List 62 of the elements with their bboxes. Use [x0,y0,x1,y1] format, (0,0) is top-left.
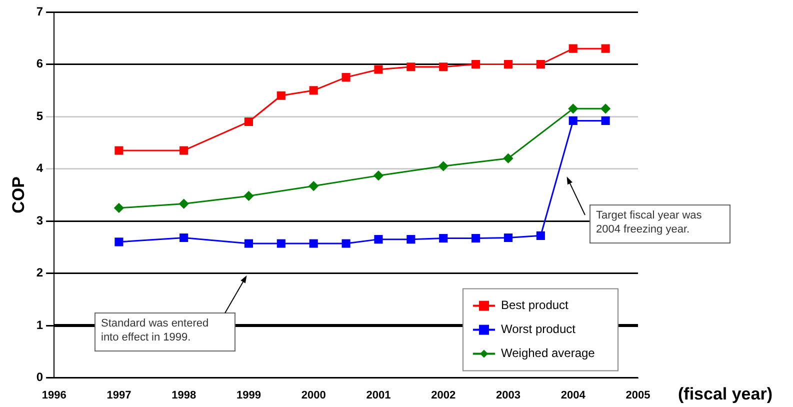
x-tick-label: 2004 [560,389,586,402]
y-tick-label: 0 [36,370,44,384]
point [439,62,448,72]
point [472,234,480,243]
point [374,235,383,244]
point [276,239,286,248]
point [180,146,188,155]
point [536,231,545,240]
point [374,65,383,74]
point [601,44,610,53]
y-tick-label: 3 [36,213,44,228]
point [342,239,350,248]
y-tick-label: 5 [36,108,44,123]
point [568,116,578,125]
x-tick-label: 1997 [106,389,132,402]
point [438,161,448,171]
point [536,60,545,69]
point [309,239,318,248]
point [180,233,188,242]
point [374,170,384,180]
y-tick-label: 7 [36,4,44,18]
point [244,117,253,126]
x-axis-title: (fiscal year) [678,384,772,404]
point [179,199,189,209]
point [568,104,578,114]
y-tick-label: 2 [36,266,44,280]
point [244,239,253,248]
annotation: Target fiscal year was 2004 freezing year. [596,210,702,236]
x-tick-label: 2001 [366,389,391,402]
y-axis-title: COP [8,176,28,214]
legend-label: Best product [501,298,570,312]
x-tick-label: 2005 [626,389,650,402]
point [406,235,416,244]
point [601,116,610,125]
point [568,44,578,53]
point [342,73,350,82]
y-tick-label: 4 [36,161,44,176]
x-tick-label: 2003 [496,389,520,402]
point [114,203,124,213]
x-tick-label: 1999 [236,389,261,402]
point [504,60,513,69]
point [276,91,286,100]
point [472,60,480,69]
legend-label: Worst product [501,322,576,336]
annotation: Standard was entered into effect in 1999. [101,318,209,344]
x-tick-label: 1996 [42,389,66,402]
point [308,181,318,191]
point [503,154,513,164]
y-tick-label: 6 [36,56,44,71]
point [114,238,124,246]
point [439,234,448,243]
y-tick-label: 1 [36,318,44,332]
x-tick-label: 2000 [301,389,326,402]
point [504,233,513,242]
point [114,146,124,155]
point [244,191,254,201]
x-tick-label: 1998 [172,389,196,402]
point [406,62,416,72]
x-tick-label: 2002 [431,389,456,402]
legend-label: Weighed average [501,346,596,360]
point [600,104,610,114]
point [309,86,318,95]
